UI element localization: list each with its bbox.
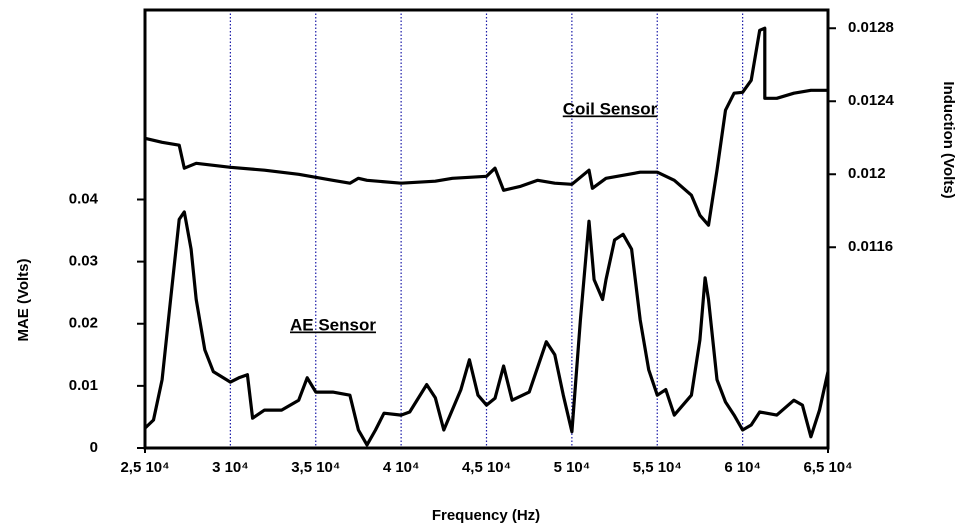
x-tick-label: 3 10⁴ [212, 459, 249, 476]
x-axis-label: Frequency (Hz) [432, 507, 540, 524]
x-tick-label: 3,5 10⁴ [291, 459, 340, 476]
y-tick-label: 0.04 [69, 190, 99, 207]
series-annotation: AE Sensor [290, 315, 376, 334]
x-tick-label: 2,5 10⁴ [120, 459, 169, 476]
x-tick-label: 5,5 10⁴ [633, 459, 682, 476]
y2-tick-label: 0.0128 [848, 19, 894, 36]
series-line [144, 26, 828, 227]
y-tick-label: 0.01 [69, 377, 98, 394]
series-line [143, 210, 830, 447]
y-tick-label: 0.02 [69, 315, 98, 332]
y2-axis-label: Induction (Volts) [940, 81, 957, 198]
y-tick-label: 0 [90, 439, 98, 456]
y-axis-label: MAE (Volts) [15, 258, 32, 341]
y2-tick-label: 0.0116 [848, 238, 893, 255]
y-tick-label: 0.03 [69, 253, 98, 270]
plot-frame [143, 8, 830, 450]
x-tick-label: 5 10⁴ [554, 459, 591, 476]
y2-tick-label: 0.0124 [848, 92, 895, 109]
x-tick-label: 4 10⁴ [383, 459, 420, 476]
x-tick-label: 6 10⁴ [724, 459, 761, 476]
x-tick-label: 6,5 10⁴ [803, 459, 852, 476]
y2-tick-label: 0.012 [848, 165, 886, 182]
series-annotation: Coil Sensor [563, 99, 658, 118]
x-tick-label: 4,5 10⁴ [462, 459, 511, 476]
